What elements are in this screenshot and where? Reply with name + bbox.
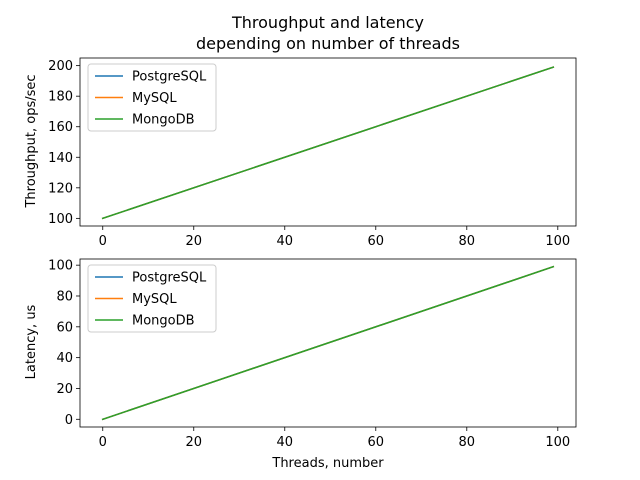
throughput-y-tick-label: 120 [48,181,73,196]
latency-x-axis-label: Threads, number [271,456,384,471]
throughput-x-tick-label: 60 [368,234,385,249]
latency-legend: PostgreSQL MySQL MongoDB [87,264,217,333]
throughput-plot: Throughput, ops/sec 0 20 40 60 80 100 100 120 14… [24,57,577,249]
throughput-y-axis-label: Throughput, ops/sec [24,74,39,208]
throughput-y-tick-label: 180 [48,90,73,105]
throughput-x-tick-label: 40 [276,234,293,249]
latency-legend-label-postgresql: PostgreSQL [132,271,207,286]
latency-plot-frame [79,258,577,428]
throughput-plot-frame [79,57,577,227]
latency-x-tick-label: 0 [99,435,107,450]
latency-legend-label-mongodb: MongoDB [132,314,195,329]
latency-y-tick-label: 80 [56,289,73,304]
latency-x-tick-label: 60 [368,435,385,450]
throughput-legend-label-mongodb: MongoDB [132,113,195,128]
latency-y-tick-label: 100 [48,259,73,274]
latency-y-axis-label: Latency, us [24,304,39,379]
latency-x-tick-label: 20 [185,435,202,450]
throughput-legend-label-postgresql: PostgreSQL [132,70,207,85]
latency-x-tick-label: 100 [545,435,570,450]
throughput-x-tick-label: 20 [185,234,202,249]
throughput-y-tick-label: 100 [48,212,73,227]
throughput-x-tick-label: 0 [99,234,107,249]
figure-title-line1: Throughput and latency [231,13,424,32]
latency-y-tick-label: 20 [56,382,73,397]
latency-series-line-mongodb [101,265,555,421]
figure-title-line2: depending on number of threads [196,34,460,53]
latency-x-tick-label: 80 [459,435,476,450]
throughput-legend: PostgreSQL MySQL MongoDB [87,63,217,132]
latency-y-tick-label: 0 [65,413,73,428]
latency-y-tick-label: 40 [56,351,73,366]
throughput-legend-label-mysql: MySQL [132,91,177,106]
throughput-x-tick-label: 80 [459,234,476,249]
throughput-legend-box [87,63,217,132]
throughput-y-tick-label: 200 [48,59,73,74]
latency-x-tick-label: 40 [276,435,293,450]
latency-legend-label-mysql: MySQL [132,292,177,307]
throughput-x-tick-label: 100 [545,234,570,249]
throughput-series-line-mongodb [101,66,555,220]
latency-plot: Latency, us Threads, number 0 20 40 60 80 100… [24,258,577,471]
throughput-y-tick-label: 140 [48,151,73,166]
throughput-y-tick-label: 160 [48,120,73,135]
latency-legend-box [87,264,217,333]
latency-y-tick-label: 60 [56,320,73,335]
